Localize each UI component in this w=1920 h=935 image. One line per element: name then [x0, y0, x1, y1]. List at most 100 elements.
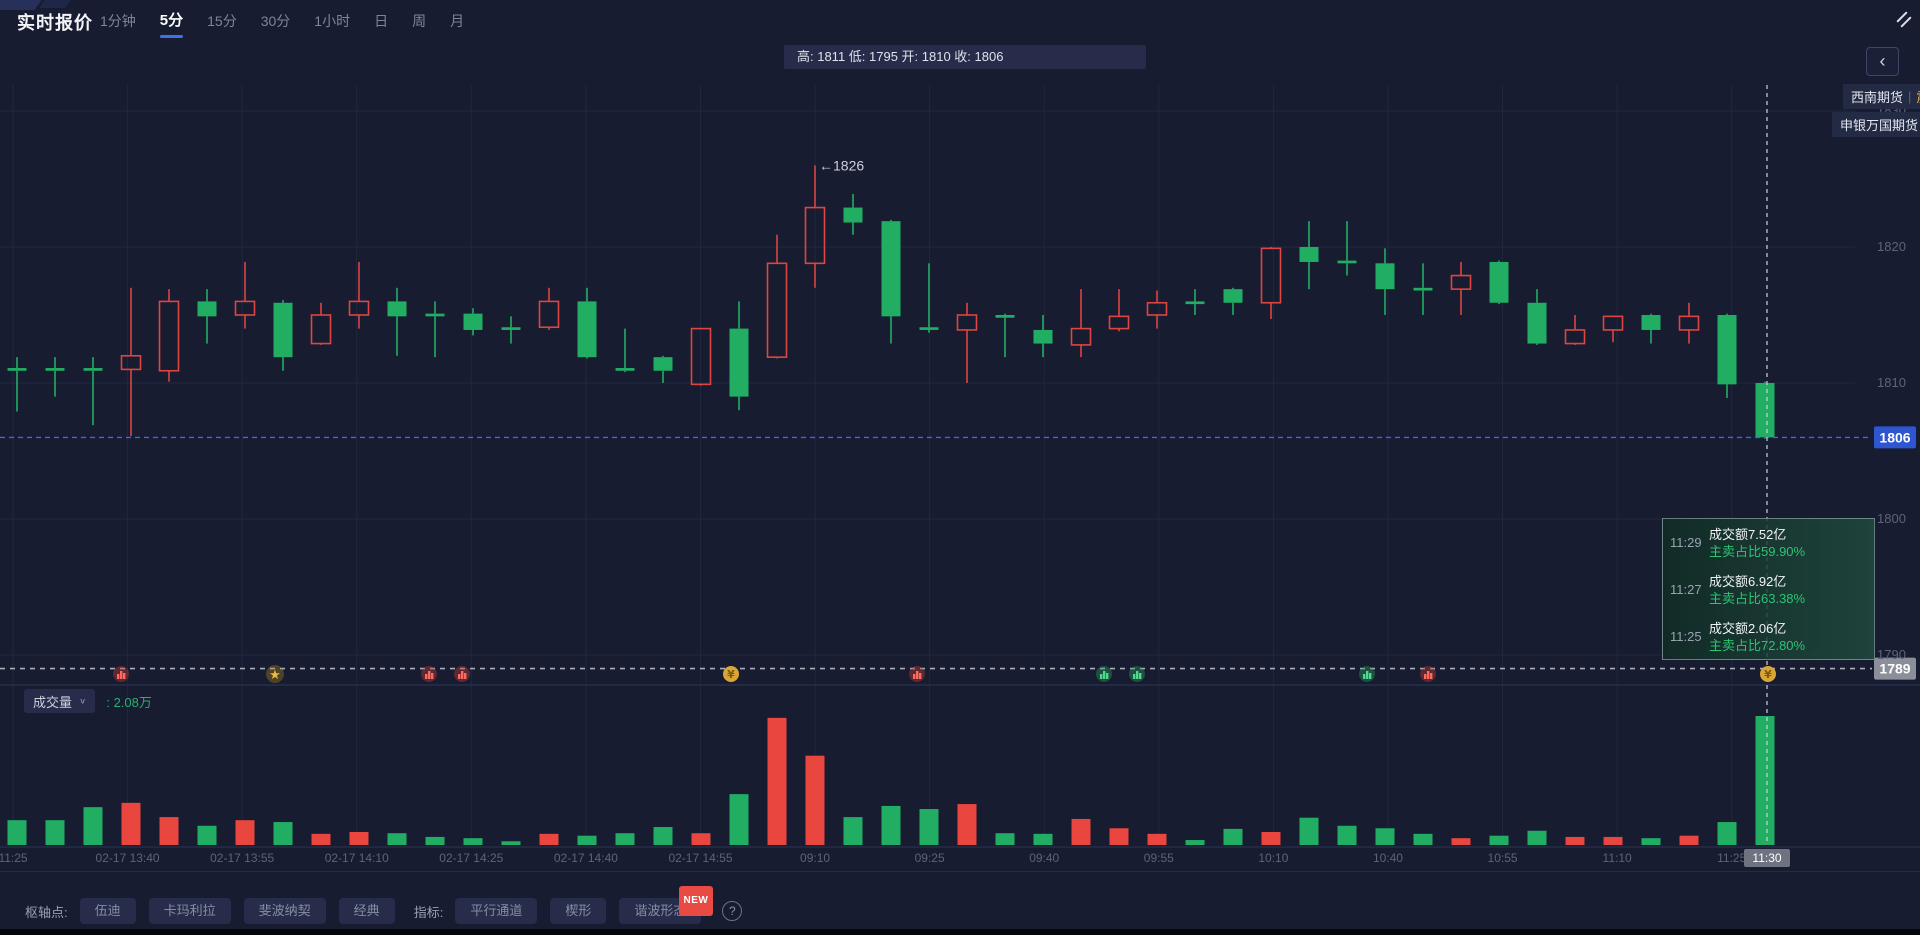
volume-bar [919, 809, 939, 845]
candle-body [1108, 315, 1130, 330]
divider [0, 871, 1920, 872]
bottom-strip [0, 929, 1920, 935]
x-axis-label: 02-17 14:10 [325, 851, 389, 865]
pivot-button-fibonacci[interactable]: 斐波纳契 [243, 898, 326, 924]
volume-bar [1185, 840, 1205, 845]
volume-bar [1451, 838, 1471, 845]
candle-body [273, 302, 293, 358]
candle-body [1527, 302, 1547, 344]
help-icon[interactable]: ? [722, 901, 743, 921]
volume-bar [45, 820, 65, 845]
volume-bar [729, 794, 749, 845]
x-axis-label: 10:10 [1258, 851, 1288, 865]
event-marker-green-icon[interactable] [1359, 666, 1375, 682]
candle-body [1146, 301, 1168, 316]
tab-1hour[interactable]: 1小时 [314, 13, 351, 29]
x-axis-label: 10:55 [1488, 851, 1518, 865]
event-marker-green-icon[interactable] [1096, 666, 1112, 682]
pivot-button-woodie[interactable]: 伍迪 [79, 898, 136, 924]
interval-tabs: 1分钟 5分 15分 30分 1小时 日 周 月 [88, 0, 476, 42]
candle-body [83, 368, 103, 371]
row-time: 11:29 [1670, 535, 1702, 550]
top-toolbar: 实时报价 1分钟 5分 15分 30分 1小时 日 周 月 [0, 0, 1920, 42]
candle-body [1033, 329, 1053, 344]
pivot-button-camarilla[interactable]: 卡玛利拉 [148, 898, 231, 924]
candle-body [463, 313, 483, 330]
price-axis-label: 1820 [1877, 239, 1906, 254]
event-marker-red-icon[interactable] [1420, 666, 1436, 682]
volume-detail-tooltip: 11:29 成交额7.52亿 主卖占比59.90% 11:27 成交额6.92亿… [1662, 518, 1875, 660]
trend-tag: 震荡 [1916, 87, 1920, 106]
analyst-chip-shenyin-wanguo-futures[interactable]: 申银万国期货 | 震荡 [1832, 112, 1920, 137]
candle-body [1375, 263, 1395, 290]
volume-bar [273, 822, 293, 845]
tooltip-row: 11:25 成交额2.06亿 主卖占比72.80% [1663, 613, 1874, 660]
tab-30min[interactable]: 30分 [260, 13, 291, 29]
candle-body [197, 301, 217, 317]
volume-bar [159, 817, 179, 845]
volume-bar [1337, 825, 1357, 845]
indicator-button-parallel-channel[interactable]: 平行通道 [455, 898, 538, 924]
candle-body [881, 221, 901, 317]
candle-body [577, 301, 597, 358]
event-marker-red-icon[interactable] [113, 666, 129, 682]
candle-body [310, 314, 332, 345]
volume-bar [1489, 835, 1509, 845]
event-marker-red-icon[interactable] [454, 666, 470, 682]
tab-5min[interactable]: 5分 [148, 0, 195, 42]
x-axis-label: 02-17 14:40 [554, 851, 618, 865]
x-axis-label: 09:10 [800, 851, 830, 865]
volume-bar [1565, 836, 1585, 845]
volume-bar [805, 755, 825, 845]
candle-body [690, 327, 712, 386]
x-axis-label: 10:40 [1373, 851, 1403, 865]
tab-15min[interactable]: 15分 [207, 13, 237, 29]
sell-ratio-value: 主卖占比59.90% [1709, 543, 1806, 559]
volume-indicator-dropdown[interactable]: 成交量 ∨ [24, 689, 96, 713]
price-axis-label: 1800 [1877, 511, 1906, 526]
tab-week[interactable]: 周 [412, 13, 427, 29]
event-marker-green-icon[interactable] [1129, 666, 1145, 682]
collapse-panel-button[interactable]: ‹ [1866, 47, 1899, 76]
tab-1min[interactable]: 1分钟 [100, 13, 136, 29]
tab-month[interactable]: 月 [450, 13, 465, 29]
volume-bar [615, 833, 635, 845]
event-marker-red-icon[interactable] [909, 666, 925, 682]
crosshair-time-badge [1744, 849, 1790, 867]
pivot-button-classic[interactable]: 经典 [338, 898, 395, 924]
volume-bar [1679, 835, 1699, 845]
event-marker-coin-icon[interactable]: ¥ [1760, 666, 1776, 682]
x-axis-label: 11:25 [0, 851, 28, 865]
volume-bar [1071, 818, 1091, 845]
candle-body [1717, 315, 1737, 385]
volume-bar [539, 833, 559, 845]
candle-body [387, 301, 407, 317]
event-marker-star-icon[interactable]: ★ [266, 665, 284, 683]
tab-day[interactable]: 日 [374, 13, 389, 29]
last-price-badge-label: 1806 [1879, 429, 1910, 445]
candle-body [1185, 301, 1205, 305]
page-title: 实时报价 [17, 13, 93, 33]
pivot-label: 枢轴点: [25, 904, 68, 920]
high-annotation: ←1826 [819, 157, 864, 173]
event-marker-coin-icon[interactable]: ¥ [723, 666, 739, 682]
bottom-toolbar: 枢轴点: 伍迪 卡玛利拉 斐波纳契 经典 指标: 平行通道 楔形 谐波形态 NE… [0, 886, 1920, 926]
indicator-button-wedge[interactable]: 楔形 [550, 898, 607, 924]
volume-bar [577, 835, 597, 845]
x-axis-label: 11:10 [1603, 851, 1632, 865]
volume-current-value: : 2.08万 [106, 694, 152, 710]
volume-bar [387, 833, 407, 845]
candle-body [45, 368, 65, 371]
analyst-chip-southwest-futures[interactable]: 西南期货 | 震荡 [1843, 84, 1920, 109]
volume-bar [995, 833, 1015, 845]
event-marker-red-icon[interactable] [421, 666, 437, 682]
volume-bar [197, 825, 217, 845]
volume-bar [1109, 828, 1129, 845]
indicator-button-harmonic[interactable]: 谐波形态 NEW [619, 886, 714, 924]
volume-bar [1223, 828, 1243, 845]
x-axis-label: 09:25 [915, 851, 945, 865]
candle-body [1641, 315, 1661, 330]
turnover-value: 成交额7.52亿 [1709, 526, 1787, 542]
